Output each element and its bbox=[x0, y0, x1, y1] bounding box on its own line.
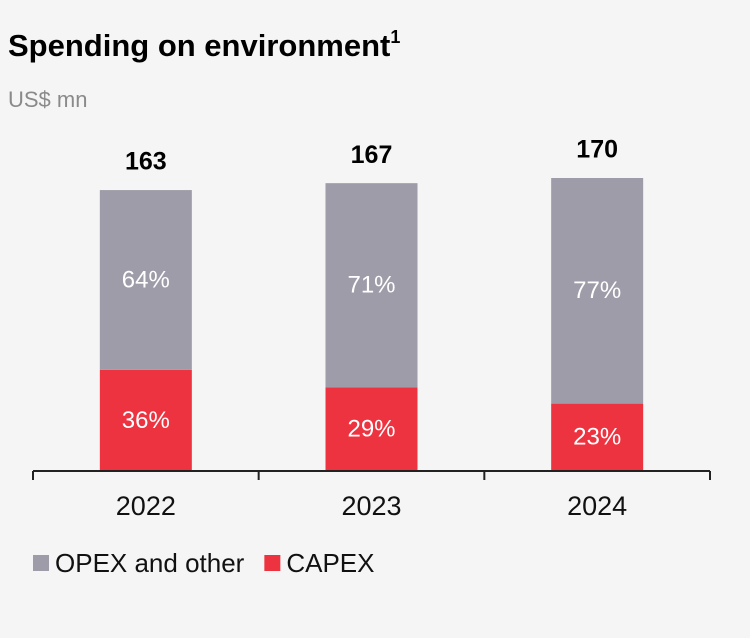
legend-label: OPEX and other bbox=[55, 548, 245, 578]
bar-segment bbox=[99, 369, 192, 471]
x-tick-label: 2024 bbox=[567, 491, 627, 521]
title-superscript: 1 bbox=[390, 27, 400, 47]
legend-label: CAPEX bbox=[286, 548, 374, 578]
bar-segment bbox=[325, 183, 418, 388]
bar-segment bbox=[551, 178, 644, 404]
subtitle: US$ mn bbox=[8, 87, 87, 112]
value-label: 23% bbox=[573, 424, 621, 451]
value-label: 71% bbox=[347, 272, 395, 299]
chart-title: Spending on environment1 bbox=[8, 27, 400, 63]
bar-segment bbox=[551, 403, 644, 471]
legend-swatch bbox=[264, 555, 281, 571]
x-tick-label: 2022 bbox=[116, 491, 176, 521]
legend-swatch bbox=[33, 555, 49, 571]
total-label: 163 bbox=[125, 148, 167, 176]
value-label: 77% bbox=[573, 277, 621, 304]
value-label: 64% bbox=[122, 266, 170, 293]
total-label: 167 bbox=[351, 141, 393, 169]
value-label: 29% bbox=[347, 416, 395, 443]
value-label: 36% bbox=[122, 407, 170, 434]
bar-segment bbox=[99, 190, 192, 370]
x-tick-label: 2023 bbox=[341, 491, 401, 521]
total-label: 170 bbox=[576, 136, 618, 164]
bar-segment bbox=[325, 387, 418, 471]
title-text: Spending on environment bbox=[8, 28, 390, 63]
